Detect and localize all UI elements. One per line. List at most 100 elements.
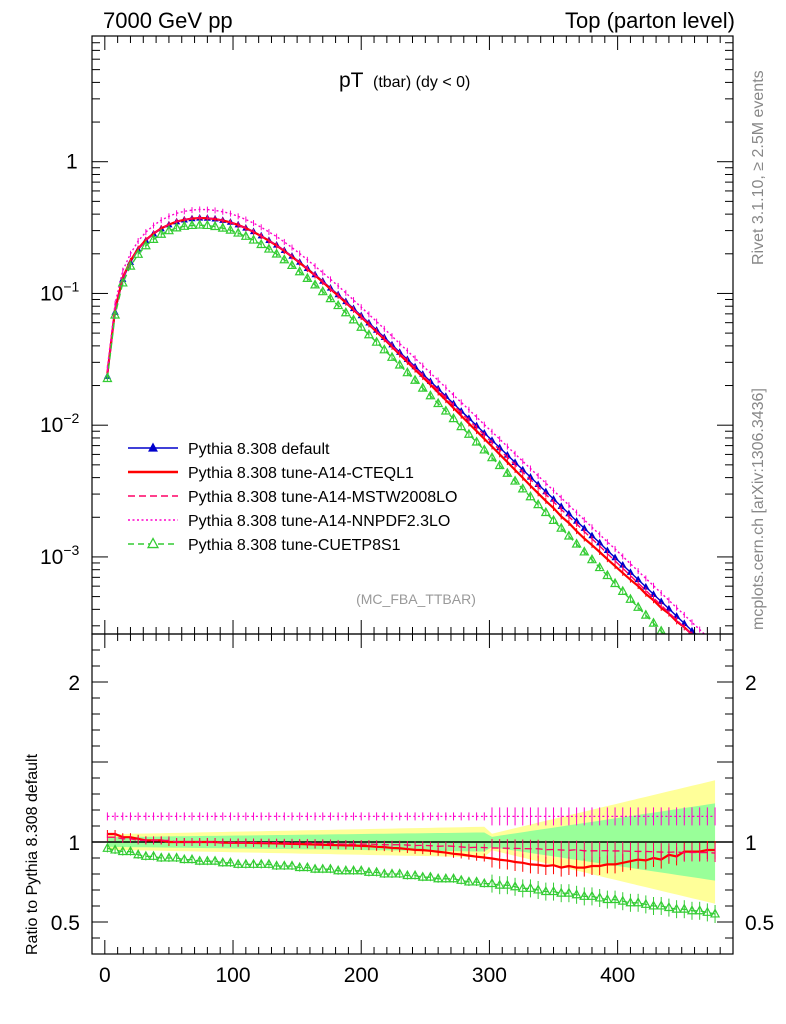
data-point bbox=[571, 538, 582, 548]
data-point bbox=[286, 259, 298, 270]
ratio-point bbox=[625, 897, 636, 907]
mcplots-citation-label: mcplots.cern.ch [arXiv:1306.3436] bbox=[750, 388, 767, 630]
ratio-point bbox=[548, 885, 559, 896]
data-point bbox=[440, 405, 451, 415]
data-point bbox=[502, 467, 513, 477]
ratio-point bbox=[302, 861, 313, 872]
ratio-point bbox=[463, 876, 474, 886]
ratio-point bbox=[633, 897, 644, 907]
data-point bbox=[379, 344, 390, 354]
data-point bbox=[410, 374, 421, 384]
ratio-y-tick-label: 1 bbox=[68, 832, 80, 855]
legend: Pythia 8.308 default Pythia 8.308 tune-A1… bbox=[128, 441, 457, 554]
ratio-point bbox=[340, 865, 351, 875]
data-point bbox=[657, 597, 665, 605]
data-point bbox=[417, 382, 428, 392]
legend-label-cteql1: Pythia 8.308 tune-A14-CTEQL1 bbox=[188, 465, 414, 482]
ratio-y-tick-label: 0.5 bbox=[51, 912, 80, 935]
data-point bbox=[348, 314, 359, 324]
y-tick-label: 1 bbox=[66, 151, 78, 174]
ratio-point bbox=[686, 905, 698, 915]
data-point bbox=[340, 307, 351, 317]
legend-item-mstw: Pythia 8.308 tune-A14-MSTW2008LO bbox=[128, 489, 457, 506]
ratio-point bbox=[679, 903, 690, 913]
header-process-label: Top (parton level) bbox=[565, 8, 735, 33]
data-point bbox=[433, 397, 444, 408]
data-point bbox=[633, 601, 644, 611]
data-point bbox=[556, 522, 567, 532]
ratio-point bbox=[540, 885, 551, 896]
data-point bbox=[217, 222, 228, 232]
ratio-point bbox=[371, 866, 382, 876]
legend-marker bbox=[148, 442, 158, 452]
legend-marker bbox=[146, 537, 160, 549]
ratio-point bbox=[286, 860, 298, 870]
ratio-point bbox=[210, 855, 221, 865]
ratio-point bbox=[102, 842, 113, 852]
ratio-point bbox=[602, 893, 613, 904]
ratio-point bbox=[110, 844, 121, 854]
ratio-point bbox=[533, 884, 544, 894]
ratio-point bbox=[140, 850, 151, 860]
ratio-point bbox=[571, 889, 582, 899]
data-point bbox=[596, 538, 604, 546]
data-point bbox=[626, 568, 635, 575]
ratio-point bbox=[494, 879, 505, 889]
data-point bbox=[125, 260, 136, 270]
data-point bbox=[240, 230, 251, 240]
header-energy-label: 7000 GeV pp bbox=[103, 8, 233, 33]
main-series-layer bbox=[102, 206, 711, 666]
ratio-point bbox=[517, 882, 528, 892]
data-point bbox=[479, 444, 490, 454]
legend-label-cuetp8s1: Pythia 8.308 tune-CUETP8S1 bbox=[188, 537, 401, 554]
ratio-point bbox=[163, 852, 174, 862]
data-point bbox=[186, 219, 198, 230]
ratio-point bbox=[294, 861, 305, 872]
data-point bbox=[463, 428, 474, 438]
ratio-point bbox=[325, 863, 336, 873]
data-point bbox=[279, 254, 290, 264]
series-cuetp8s1 bbox=[102, 219, 696, 666]
data-point bbox=[580, 524, 588, 531]
data-point bbox=[225, 224, 236, 234]
data-point bbox=[634, 575, 642, 583]
data-point bbox=[425, 390, 436, 400]
ratio-series-cuetp8s1 bbox=[102, 842, 721, 923]
x-tick-label: 200 bbox=[344, 964, 379, 987]
ratio-point bbox=[656, 900, 667, 910]
data-point bbox=[356, 321, 367, 331]
plot-title-main: pT bbox=[339, 69, 364, 92]
ratio-y-tick-label-right: 0.5 bbox=[745, 912, 774, 935]
data-point bbox=[133, 248, 144, 258]
data-point bbox=[233, 227, 244, 237]
data-point bbox=[609, 577, 621, 588]
ratio-point bbox=[279, 860, 290, 870]
data-point bbox=[210, 220, 221, 231]
data-point bbox=[579, 546, 590, 556]
plot-title: pT (tbar) (dy < 0) bbox=[339, 69, 470, 92]
data-point bbox=[371, 336, 382, 346]
ratio-point bbox=[502, 879, 513, 889]
ratio-point bbox=[271, 860, 282, 870]
legend-item-nnpdf: Pythia 8.308 tune-A14-NNPDF2.3LO bbox=[128, 513, 450, 530]
data-point bbox=[696, 634, 703, 641]
legend-item-cuetp8s1: Pythia 8.308 tune-CUETP8S1 bbox=[128, 537, 401, 554]
data-point bbox=[179, 220, 190, 230]
x-tick-label: 0 bbox=[99, 964, 111, 987]
ratio-point bbox=[310, 863, 321, 873]
data-point bbox=[704, 641, 711, 648]
ratio-point bbox=[256, 858, 267, 868]
data-point bbox=[333, 299, 344, 310]
data-point bbox=[294, 266, 305, 276]
data-point bbox=[248, 234, 259, 244]
y-tick-label: 10−2 bbox=[40, 410, 80, 437]
legend-label-default: Pythia 8.308 default bbox=[188, 441, 330, 458]
ratio-point bbox=[525, 882, 536, 892]
data-point bbox=[486, 452, 498, 462]
data-point bbox=[302, 272, 313, 282]
ratio-point bbox=[125, 845, 136, 856]
data-point bbox=[533, 498, 544, 509]
data-point bbox=[688, 659, 696, 666]
ratio-point bbox=[471, 876, 482, 886]
series-line-mstw bbox=[106, 217, 693, 634]
